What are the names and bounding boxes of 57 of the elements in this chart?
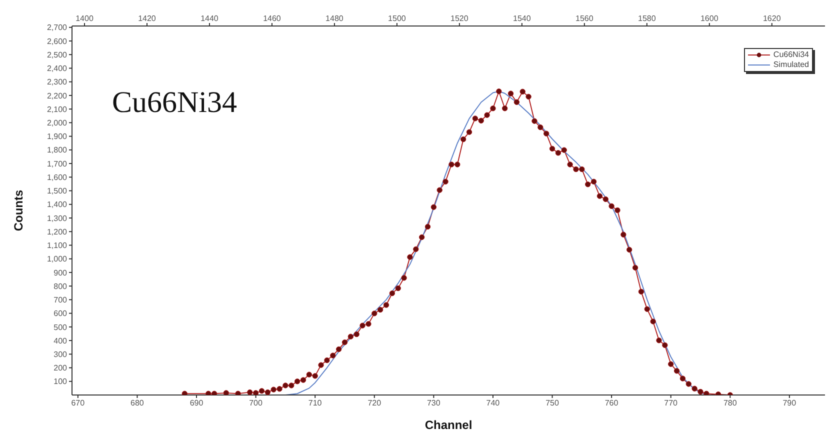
- y-tick-label: 300: [54, 350, 68, 359]
- y-tick-label: 1,400: [46, 200, 68, 210]
- x-tick-label: 770: [664, 398, 678, 408]
- y-tick-label: 2,300: [46, 78, 68, 87]
- x-tick-label: 710: [308, 398, 322, 408]
- x2-tick-label: 1620: [762, 14, 782, 23]
- x2-tick-label: 1560: [576, 14, 594, 23]
- x2-tick-label: 1520: [450, 14, 469, 23]
- x2-tick-label: 1580: [638, 14, 656, 23]
- y-tick-label: 1,500: [46, 186, 68, 196]
- y-tick-label: 1,100: [46, 241, 68, 250]
- legend-label: Simulated: [773, 60, 809, 70]
- x2-tick-label: 1420: [138, 14, 156, 23]
- y-tick-label: 2,200: [46, 91, 68, 100]
- y-tick-label: 1,800: [46, 146, 68, 155]
- y-tick-label: 500: [54, 322, 68, 332]
- x2-tick-label: 1480: [326, 14, 344, 23]
- x-tick-label: 690: [190, 398, 204, 408]
- x-tick-label: 680: [130, 398, 144, 408]
- y-tick-label: 1,200: [46, 227, 68, 236]
- y-axis-title: Counts: [11, 190, 26, 232]
- x2-tick-label: 1460: [263, 14, 282, 23]
- x-tick-label: 740: [486, 398, 500, 408]
- y-tick-label: 800: [54, 282, 68, 291]
- y-tick-label: 700: [54, 296, 68, 305]
- x-tick-label: 780: [723, 398, 738, 408]
- y-tick-label: 2,500: [46, 50, 68, 60]
- y-tick-label: 1,300: [46, 214, 68, 223]
- y-tick-label: 2,000: [46, 118, 68, 128]
- y-tick-label: 2,600: [46, 36, 68, 46]
- y-tick-label: 2,100: [46, 104, 68, 114]
- x-tick-label: 790: [782, 398, 797, 408]
- x-tick-label: 720: [368, 398, 382, 408]
- x-tick-label: 760: [604, 398, 619, 408]
- x2-tick-label: 1500: [388, 14, 406, 23]
- y-tick-label: 100: [54, 377, 68, 386]
- y-tick-label: 2,700: [46, 23, 68, 32]
- x-tick-label: 700: [249, 398, 264, 408]
- y-tick-label: 1,600: [46, 172, 68, 182]
- x2-tick-label: 1400: [76, 14, 94, 23]
- y-tick-label: 2,400: [46, 64, 68, 74]
- x-tick-label: 730: [426, 398, 441, 408]
- x-tick-label: 750: [546, 398, 560, 408]
- annotation: Cu66Ni34: [112, 86, 238, 120]
- x2-tick-label: 1600: [700, 14, 719, 23]
- y-tick-label: 200: [54, 364, 68, 373]
- y-tick-label: 900: [54, 268, 68, 278]
- y-tick-label: 1,700: [46, 159, 68, 168]
- x2-tick-label: 1540: [513, 14, 532, 23]
- legend-label: Cu66Ni34: [773, 50, 809, 60]
- x-tick-label: 670: [71, 398, 86, 408]
- y-tick-label: 600: [54, 309, 68, 318]
- y-tick-label: 1,900: [46, 132, 68, 142]
- x2-tick-label: 1440: [200, 14, 219, 23]
- x-axis-title: Channel: [424, 418, 472, 432]
- y-tick-label: 400: [54, 336, 68, 346]
- y-tick-label: 1,000: [46, 254, 68, 264]
